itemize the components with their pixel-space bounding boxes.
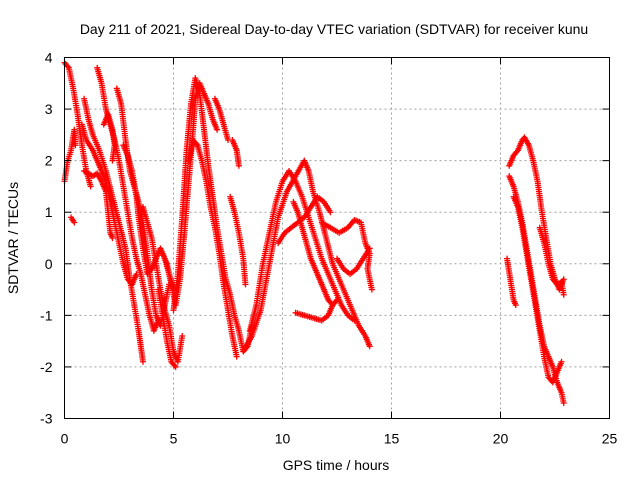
series-arc-22 [290,198,336,309]
series-arc-26 [504,255,519,309]
data-point [139,358,146,365]
data-point [327,209,334,216]
y-tick-label: 4 [45,50,53,66]
chart-title: Day 211 of 2021, Sidereal Day-to-day VTE… [80,21,588,37]
series-arc-29 [510,193,565,386]
data-point [147,267,154,274]
y-tick-label: 1 [45,204,53,220]
series-arc-13 [159,80,221,309]
axis-ticks [64,57,610,419]
series-arc-7 [94,64,162,334]
series-arc-19 [240,157,373,355]
y-tick-label: -1 [40,307,53,323]
series-arc-12 [155,286,179,370]
series-arc-30 [536,224,567,298]
data-point [513,148,520,155]
x-axis-label: GPS time / hours [283,457,390,473]
series-arc-15 [185,137,240,360]
series-arc-25 [334,245,373,278]
y-tick-label: -2 [40,359,53,375]
data-point [72,142,79,149]
data-point [242,281,249,288]
y-tick-label: 0 [45,256,53,272]
data-point [214,126,221,133]
series-arc-20 [246,167,358,334]
data-point [560,400,567,407]
x-tick-label: 5 [170,431,178,447]
data-point [366,343,373,350]
y-tick-label: 2 [45,153,53,169]
data-point [351,317,358,324]
series-arc-3 [68,214,78,226]
x-tick-label: 15 [384,431,400,447]
data-point [193,140,200,147]
data-point [64,63,71,70]
data-point [233,353,240,360]
y-tick-label: 3 [45,101,53,117]
series-arc-28 [506,134,567,293]
data-point [179,332,186,339]
data-point [109,157,116,164]
data-point [87,183,94,190]
series-arc-21 [275,193,334,247]
x-tick-label: 20 [493,431,509,447]
data-point [171,362,178,369]
data-point [235,162,242,169]
data-point [172,363,179,370]
data-points [61,59,567,407]
series-arc-18 [227,193,249,288]
series-arc-17 [229,137,242,169]
plot-frame [64,57,610,419]
x-tick-label: 0 [61,431,69,447]
data-point [512,302,519,309]
y-tick-label: -3 [40,411,53,427]
x-tick-labels: 0 5 10 15 20 25 [61,431,618,447]
y-tick-labels: -3 -2 -1 0 1 2 3 4 [40,50,53,427]
data-point [332,298,339,305]
series-arc-6 [81,167,116,241]
data-point [558,358,565,365]
data-point [366,245,373,252]
series-arc-16 [211,95,231,144]
x-tick-label: 25 [602,431,618,447]
data-point [368,286,375,293]
series-arc-8 [100,111,118,164]
y-axis-label: SDTVAR / TECUs [5,182,21,294]
data-point [560,291,567,298]
data-point [109,235,116,241]
series-arc-23 [292,296,340,324]
data-point [334,296,340,303]
data-point [71,219,78,226]
x-tick-label: 10 [275,431,291,447]
